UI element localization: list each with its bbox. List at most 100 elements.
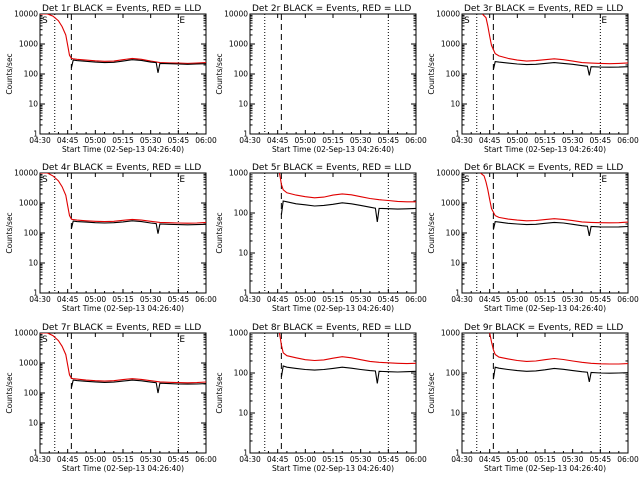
y-tick-label: 1 xyxy=(33,130,38,139)
events-series-line xyxy=(492,366,628,383)
y-tick-label: 1 xyxy=(455,449,460,458)
y-tick-label: 10000 xyxy=(436,169,460,178)
events-series-line xyxy=(70,220,206,234)
marker-e-label: E xyxy=(179,16,185,26)
panel-det-2: Det 2r BLACK = Events, RED = LLD 04:30 04:… xyxy=(215,4,427,154)
x-tick-label: 05:45 xyxy=(590,295,612,304)
x-tick-label: 06:00 xyxy=(195,295,217,304)
y-tick-label: 1 xyxy=(243,130,248,139)
x-tick-label: 06:00 xyxy=(617,295,639,304)
events-series-line xyxy=(70,379,206,394)
panel-det-5: Det 5r BLACK = Events, RED = LLD 04:30 04:… xyxy=(215,163,427,313)
y-tick-label: 1 xyxy=(243,449,248,458)
marker-s-label: S xyxy=(464,16,470,26)
x-axis-label: Start Time (02-Sep-13 04:26:40) xyxy=(62,145,184,154)
marker-s-label: S xyxy=(42,16,48,26)
plot-title: Det 3r BLACK = Events, RED = LLD xyxy=(464,4,623,14)
x-axis-label: Start Time (02-Sep-13 04:26:40) xyxy=(272,464,394,473)
events-series-line xyxy=(492,60,628,76)
y-tick-label: 1000 xyxy=(229,40,248,49)
x-tick-label: 04:45 xyxy=(267,455,289,464)
x-axis-label: Start Time (02-Sep-13 04:26:40) xyxy=(62,304,184,313)
x-tick-label: 05:00 xyxy=(507,136,529,145)
x-tick-label: 05:30 xyxy=(350,295,372,304)
y-tick-label: 10 xyxy=(28,100,38,109)
x-tick-label: 04:30 xyxy=(451,136,473,145)
y-tick-label: 10000 xyxy=(14,10,38,19)
x-tick-label: 05:30 xyxy=(350,455,372,464)
y-tick-label: 10000 xyxy=(436,10,460,19)
x-tick-label: 05:15 xyxy=(534,455,556,464)
plot-title: Det 9r BLACK = Events, RED = LLD xyxy=(464,323,623,333)
x-axis-label: Start Time (02-Sep-13 04:26:40) xyxy=(272,145,394,154)
lld-series-line xyxy=(40,173,206,224)
x-axis-label: Start Time (02-Sep-13 04:26:40) xyxy=(484,145,606,154)
plot-frame xyxy=(39,332,207,454)
y-tick-label: 10000 xyxy=(224,10,248,19)
plot-frame xyxy=(39,172,207,294)
y-tick-label: 1000 xyxy=(19,199,38,208)
y-axis-label: Counts/sec xyxy=(427,53,436,94)
marker-s-label: S xyxy=(42,335,48,345)
x-tick-label: 05:00 xyxy=(295,295,317,304)
x-tick-label: 04:30 xyxy=(29,136,51,145)
y-axis-label: Counts/sec xyxy=(215,53,224,94)
y-tick-label: 1000 xyxy=(229,329,248,338)
y-tick-label: 100 xyxy=(234,70,249,79)
y-tick-label: 1 xyxy=(33,449,38,458)
x-tick-label: 05:45 xyxy=(168,136,190,145)
marker-s-label: S xyxy=(42,175,48,185)
x-tick-label: 04:30 xyxy=(239,136,261,145)
y-tick-label: 100 xyxy=(446,229,461,238)
plot-frame xyxy=(461,332,629,454)
plot-title: Det 1r BLACK = Events, RED = LLD xyxy=(42,4,201,14)
x-tick-label: 04:45 xyxy=(57,136,79,145)
x-tick-label: 05:00 xyxy=(295,455,317,464)
x-tick-label: 05:45 xyxy=(378,455,400,464)
x-tick-label: 04:30 xyxy=(29,295,51,304)
x-tick-label: 05:15 xyxy=(534,136,556,145)
x-tick-label: 05:30 xyxy=(562,295,584,304)
x-tick-label: 05:00 xyxy=(85,295,107,304)
plot-title: Det 5r BLACK = Events, RED = LLD xyxy=(252,163,411,173)
y-tick-label: 1 xyxy=(243,289,248,298)
events-series-line xyxy=(280,365,416,384)
marker-s-label: S xyxy=(464,175,470,185)
y-tick-label: 10 xyxy=(28,419,38,428)
x-tick-label: 05:30 xyxy=(562,455,584,464)
panel-det-6: Det 6r BLACK = Events, RED = LLD 04:30 04:… xyxy=(427,163,639,313)
y-axis-label: Counts/sec xyxy=(5,212,14,253)
y-axis-label: Counts/sec xyxy=(427,372,436,413)
x-tick-label: 04:30 xyxy=(451,295,473,304)
x-axis-label: Start Time (02-Sep-13 04:26:40) xyxy=(272,304,394,313)
x-tick-label: 04:30 xyxy=(239,295,261,304)
lld-series-line xyxy=(40,14,206,64)
y-axis-label: Counts/sec xyxy=(215,372,224,413)
y-tick-label: 1000 xyxy=(229,169,248,178)
x-tick-label: 04:45 xyxy=(479,295,501,304)
lld-series-line xyxy=(278,333,416,365)
x-tick-label: 06:00 xyxy=(195,136,217,145)
x-tick-label: 05:45 xyxy=(168,455,190,464)
y-axis-label: Counts/sec xyxy=(5,53,14,94)
events-series-line xyxy=(70,59,206,73)
x-tick-label: 06:00 xyxy=(617,136,639,145)
plot-frame xyxy=(461,13,629,135)
x-tick-label: 05:15 xyxy=(322,136,344,145)
y-tick-label: 1000 xyxy=(441,329,460,338)
plot-frame xyxy=(249,332,417,454)
plot-title: Det 8r BLACK = Events, RED = LLD xyxy=(252,323,411,333)
x-tick-label: 06:00 xyxy=(405,136,427,145)
y-tick-label: 10000 xyxy=(14,169,38,178)
y-tick-label: 10000 xyxy=(14,329,38,338)
plot-frame xyxy=(461,172,629,294)
x-tick-label: 04:45 xyxy=(267,136,289,145)
plot-frame xyxy=(249,172,417,294)
x-tick-label: 05:30 xyxy=(562,136,584,145)
lld-series-line xyxy=(278,173,416,203)
y-tick-label: 100 xyxy=(234,369,249,378)
lld-series-line xyxy=(489,333,628,365)
x-tick-label: 05:00 xyxy=(507,295,529,304)
x-tick-label: 04:45 xyxy=(57,295,79,304)
